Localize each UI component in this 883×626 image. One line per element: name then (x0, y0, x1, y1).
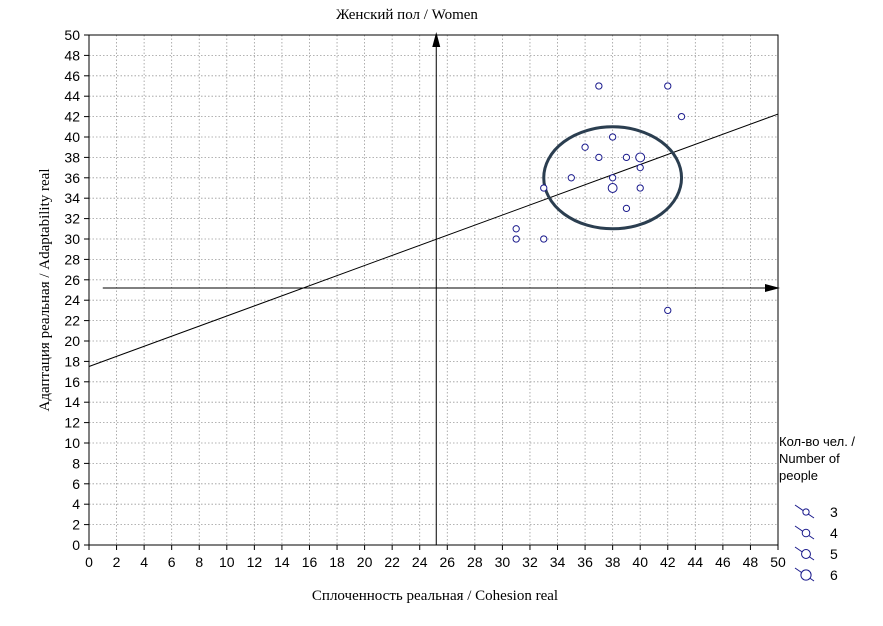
legend-title: Кол-во чел. / Number of people (779, 434, 856, 483)
x-tick-label: 44 (688, 554, 704, 570)
y-tick-label: 28 (64, 251, 80, 267)
y-tick-label: 10 (64, 435, 80, 451)
y-tick-label: 20 (64, 333, 80, 349)
data-point (636, 184, 644, 192)
chart-title: Женский пол / Women (336, 7, 478, 23)
x-tick-label: 26 (439, 554, 455, 570)
horizontal-arrowhead (765, 283, 780, 292)
y-tick-label: 44 (64, 88, 80, 104)
legend-marker (801, 549, 811, 559)
x-tick-label: 2 (113, 554, 121, 570)
y-tick-label: 50 (64, 27, 80, 43)
reference-lines (102, 32, 780, 545)
y-tick-label: 8 (72, 455, 80, 471)
legend-label: 3 (830, 504, 838, 520)
data-point (636, 163, 644, 172)
y-tick-label: 6 (72, 476, 80, 492)
data-point (540, 184, 548, 192)
legend-label: 5 (830, 546, 838, 562)
vertical-arrowhead (432, 32, 441, 47)
y-tick-label: 18 (64, 353, 80, 369)
legend-label: 6 (830, 567, 838, 583)
data-points (512, 82, 686, 315)
legend-items: 3 4 5 6 (794, 504, 838, 583)
x-tick-label: 14 (274, 554, 290, 570)
x-tick-label: 12 (247, 554, 263, 570)
data-point (677, 112, 686, 121)
x-tick-label: 4 (140, 554, 148, 570)
data-point (595, 82, 603, 90)
x-axis-label: Сплоченность реальная / Cohesion real (312, 588, 558, 604)
x-axis-ticks: 0 2 4 6 8 10 12 14 16 18 20 22 24 26 28 30 32 34 36 38 40 42 4… (85, 545, 786, 570)
x-tick-label: 46 (715, 554, 731, 570)
data-point (664, 82, 672, 90)
y-tick-label: 12 (64, 415, 80, 431)
x-tick-label: 6 (168, 554, 176, 570)
data-point (622, 204, 631, 213)
x-tick-label: 20 (357, 554, 373, 570)
y-tick-label: 0 (72, 537, 80, 553)
data-point (512, 225, 520, 233)
data-point (635, 152, 646, 163)
data-point (581, 143, 589, 151)
data-point (567, 174, 575, 182)
x-tick-label: 42 (660, 554, 676, 570)
data-point (540, 235, 548, 243)
data-point (608, 174, 617, 182)
y-axis-label: Адаптация реальная / Adaptability real (37, 169, 53, 412)
x-tick-label: 40 (632, 554, 648, 570)
regression-line (88, 113, 779, 367)
legend-marker (800, 569, 812, 581)
x-tick-label: 30 (495, 554, 511, 570)
y-tick-label: 14 (64, 394, 80, 410)
data-point (622, 153, 631, 162)
x-tick-label: 24 (412, 554, 428, 570)
x-tick-label: 28 (467, 554, 483, 570)
y-tick-label: 16 (64, 374, 80, 390)
legend-label: 4 (830, 525, 838, 541)
y-tick-label: 32 (64, 211, 80, 227)
y-tick-label: 42 (64, 109, 80, 125)
y-tick-label: 40 (64, 129, 80, 145)
x-tick-label: 32 (522, 554, 538, 570)
plot-frame (88, 34, 779, 546)
grid (89, 35, 778, 545)
x-tick-label: 8 (195, 554, 203, 570)
legend-marker (801, 528, 811, 538)
y-tick-label: 4 (72, 496, 80, 512)
data-point (664, 306, 672, 315)
y-tick-label: 46 (64, 68, 80, 84)
y-tick-label: 26 (64, 272, 80, 288)
x-tick-label: 38 (605, 554, 621, 570)
y-tick-label: 48 (64, 47, 80, 63)
x-tick-label: 34 (550, 554, 566, 570)
x-tick-label: 50 (770, 554, 786, 570)
highlight-ellipse (542, 125, 684, 231)
x-tick-label: 10 (219, 554, 235, 570)
x-tick-label: 22 (384, 554, 400, 570)
x-tick-label: 16 (302, 554, 318, 570)
x-tick-label: 36 (577, 554, 593, 570)
y-tick-label: 2 (72, 517, 80, 533)
legend-marker (802, 508, 810, 516)
y-tick-label: 22 (64, 313, 80, 329)
x-tick-label: 48 (743, 554, 759, 570)
y-tick-label: 36 (64, 170, 80, 186)
data-point (595, 153, 603, 162)
y-axis-ticks: 0246810121416182022242628303234363840424… (64, 27, 89, 553)
data-point (607, 183, 618, 193)
y-tick-label: 38 (64, 149, 80, 165)
legend: Кол-во чел. / Number of people 3 4 5 6 (779, 434, 856, 583)
y-tick-label: 34 (64, 190, 80, 206)
x-tick-label: 18 (329, 554, 345, 570)
data-point (608, 133, 617, 141)
data-point (512, 235, 520, 243)
y-tick-label: 30 (64, 231, 80, 247)
x-tick-label: 0 (85, 554, 93, 570)
y-tick-label: 24 (64, 292, 80, 308)
